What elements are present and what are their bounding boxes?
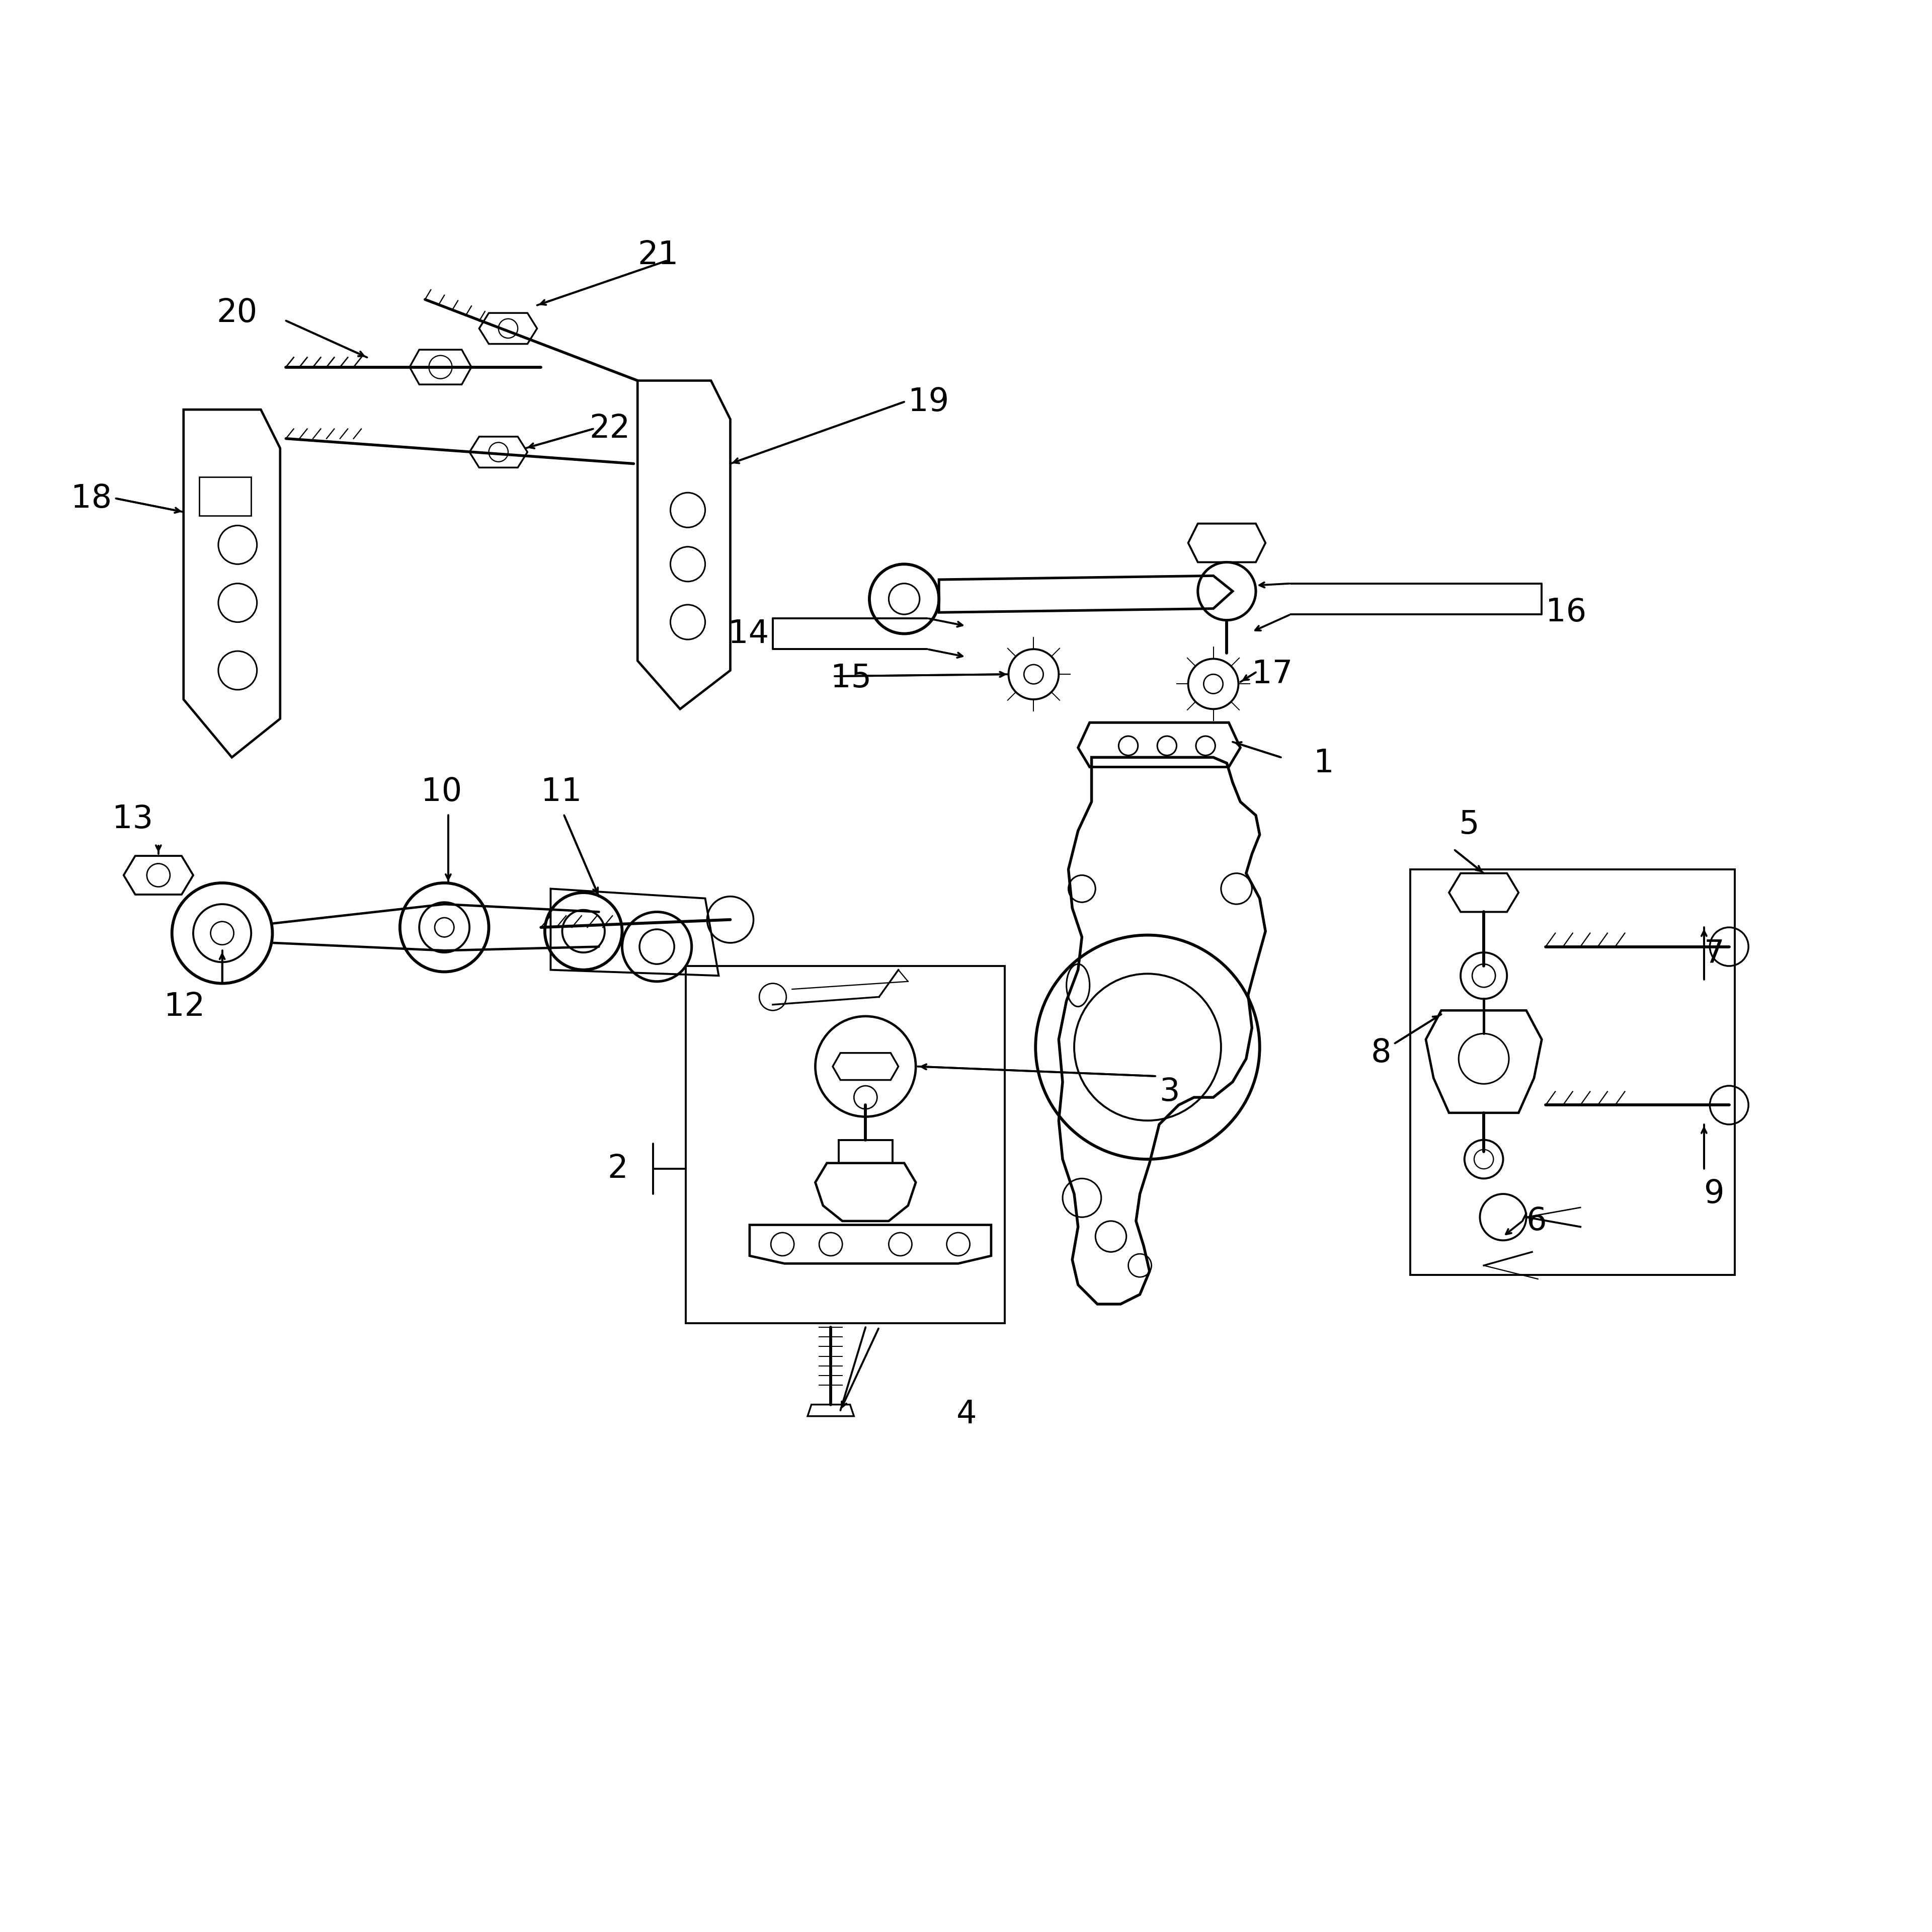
Text: 14: 14 bbox=[728, 618, 769, 649]
Text: 6: 6 bbox=[1526, 1206, 1548, 1236]
Text: 9: 9 bbox=[1704, 1179, 1725, 1209]
Text: 16: 16 bbox=[1546, 597, 1586, 628]
Text: 21: 21 bbox=[638, 240, 678, 270]
Text: 20: 20 bbox=[216, 298, 257, 328]
Text: 15: 15 bbox=[831, 663, 871, 694]
Text: 19: 19 bbox=[908, 386, 949, 417]
Text: 22: 22 bbox=[589, 413, 630, 444]
Text: 18: 18 bbox=[71, 483, 112, 514]
Text: 1: 1 bbox=[1314, 748, 1335, 779]
Text: 8: 8 bbox=[1370, 1037, 1391, 1068]
Text: 2: 2 bbox=[607, 1153, 628, 1184]
Text: 13: 13 bbox=[112, 804, 153, 835]
Text: 7: 7 bbox=[1704, 939, 1725, 970]
Bar bbox=[686, 966, 1005, 1323]
Text: 4: 4 bbox=[956, 1399, 978, 1430]
Text: 12: 12 bbox=[164, 991, 205, 1022]
Bar bbox=[1410, 869, 1735, 1275]
Text: 11: 11 bbox=[541, 777, 582, 808]
Text: 5: 5 bbox=[1459, 810, 1480, 840]
Text: 17: 17 bbox=[1252, 659, 1293, 690]
Text: 3: 3 bbox=[1159, 1076, 1180, 1107]
Text: 10: 10 bbox=[421, 777, 462, 808]
